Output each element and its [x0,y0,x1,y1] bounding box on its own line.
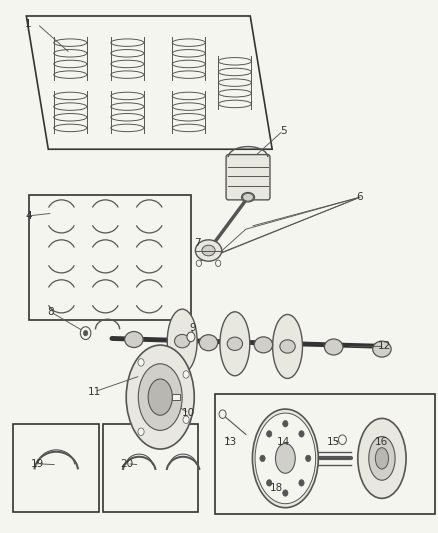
Ellipse shape [279,340,294,353]
FancyBboxPatch shape [172,394,180,400]
Ellipse shape [252,409,318,507]
Ellipse shape [372,341,390,357]
Circle shape [298,480,304,486]
Circle shape [183,371,189,378]
Ellipse shape [126,345,194,449]
Circle shape [215,260,220,266]
Text: 15: 15 [326,438,339,447]
Circle shape [305,455,310,462]
Ellipse shape [272,314,302,378]
Text: 13: 13 [223,438,237,447]
Polygon shape [28,195,191,320]
Ellipse shape [242,193,253,201]
Ellipse shape [324,339,342,355]
Ellipse shape [138,364,182,431]
Circle shape [187,332,194,342]
Text: 10: 10 [182,408,195,418]
Circle shape [266,480,271,486]
Ellipse shape [124,332,143,348]
Text: 11: 11 [88,387,101,397]
FancyBboxPatch shape [103,424,197,512]
Text: 18: 18 [269,483,283,492]
Ellipse shape [374,448,388,469]
Text: 5: 5 [279,126,286,135]
Text: 20: 20 [120,459,134,469]
Circle shape [183,416,189,423]
Ellipse shape [174,335,189,348]
Circle shape [138,359,144,366]
Circle shape [196,260,201,266]
Text: 14: 14 [276,438,289,447]
Text: 9: 9 [189,323,196,333]
Text: 8: 8 [47,307,54,317]
Text: 6: 6 [356,192,363,202]
Text: 1: 1 [25,19,32,29]
Ellipse shape [148,379,172,415]
Text: 4: 4 [25,211,32,221]
Text: 16: 16 [374,438,388,447]
Ellipse shape [227,337,242,351]
Text: 12: 12 [377,342,390,351]
Ellipse shape [357,418,405,498]
FancyBboxPatch shape [13,424,99,512]
Ellipse shape [195,240,221,261]
Circle shape [266,431,271,437]
Circle shape [282,490,287,496]
Polygon shape [26,16,272,149]
Circle shape [298,431,304,437]
Circle shape [219,410,226,418]
Circle shape [83,330,88,336]
Circle shape [259,455,265,462]
Circle shape [338,435,346,445]
Ellipse shape [254,413,315,504]
Ellipse shape [201,245,215,256]
Text: 19: 19 [31,459,44,469]
Circle shape [282,421,287,427]
Text: 7: 7 [194,238,201,247]
Ellipse shape [254,337,272,353]
FancyBboxPatch shape [215,394,434,514]
FancyBboxPatch shape [226,155,269,200]
Ellipse shape [368,437,394,480]
Ellipse shape [241,192,254,202]
Ellipse shape [199,335,217,351]
Circle shape [80,327,91,340]
Ellipse shape [219,312,249,376]
Ellipse shape [275,443,294,473]
Circle shape [138,428,144,435]
Ellipse shape [167,309,197,373]
